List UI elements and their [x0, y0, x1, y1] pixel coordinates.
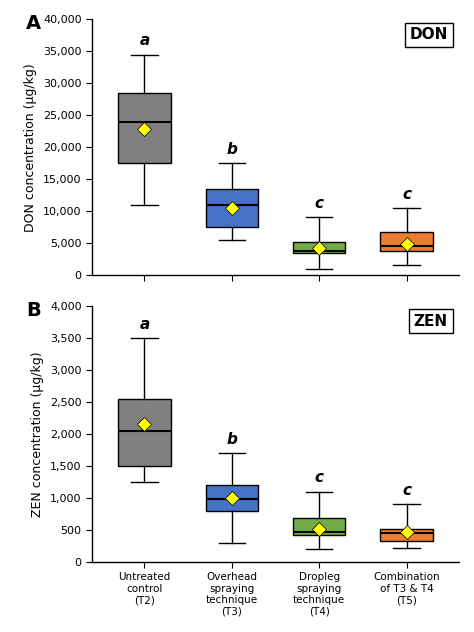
FancyBboxPatch shape	[118, 399, 171, 466]
Text: c: c	[402, 483, 411, 498]
FancyBboxPatch shape	[380, 231, 433, 251]
Text: c: c	[315, 196, 324, 211]
FancyBboxPatch shape	[206, 485, 258, 511]
FancyBboxPatch shape	[293, 242, 346, 253]
Text: c: c	[315, 470, 324, 485]
FancyBboxPatch shape	[380, 528, 433, 541]
FancyBboxPatch shape	[293, 518, 346, 535]
Text: ZEN: ZEN	[414, 314, 448, 329]
Text: c: c	[402, 186, 411, 202]
Text: B: B	[26, 301, 41, 320]
Text: A: A	[26, 15, 41, 33]
Y-axis label: DON concentration (μg/kg): DON concentration (μg/kg)	[25, 63, 37, 231]
FancyBboxPatch shape	[206, 189, 258, 227]
Text: a: a	[139, 33, 150, 48]
Text: b: b	[227, 142, 237, 157]
Text: a: a	[139, 317, 150, 332]
Y-axis label: ZEN concentration (μg/kg): ZEN concentration (μg/kg)	[31, 351, 45, 517]
Text: DON: DON	[410, 27, 448, 42]
Text: b: b	[227, 432, 237, 447]
FancyBboxPatch shape	[118, 93, 171, 163]
